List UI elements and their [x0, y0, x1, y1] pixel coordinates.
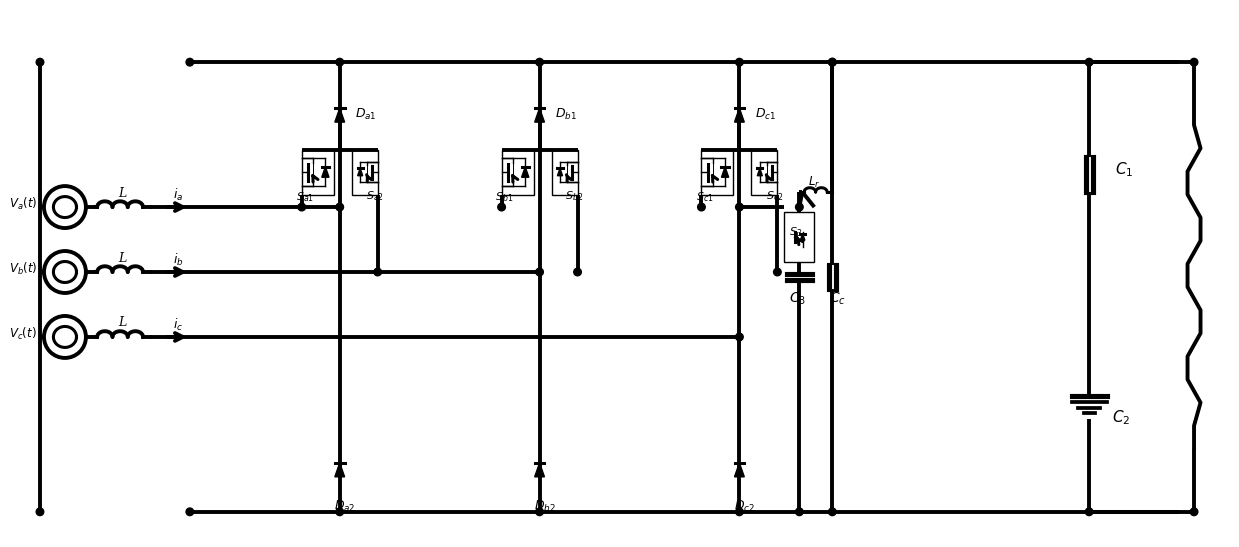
Text: $S_{c2}$: $S_{c2}$ — [766, 189, 783, 203]
Text: $D_{a2}$: $D_{a2}$ — [335, 499, 356, 514]
Circle shape — [36, 508, 43, 516]
Circle shape — [736, 333, 743, 341]
Circle shape — [1191, 59, 1198, 66]
Text: $D_{b1}$: $D_{b1}$ — [555, 107, 576, 121]
Text: $C_c$: $C_c$ — [829, 291, 846, 307]
Circle shape — [736, 59, 743, 66]
Circle shape — [736, 508, 743, 516]
Circle shape — [574, 268, 581, 276]
Polygon shape — [800, 234, 805, 240]
Polygon shape — [535, 463, 544, 477]
Polygon shape — [335, 108, 344, 122]
Text: $C_3$: $C_3$ — [789, 291, 805, 307]
Bar — [551, 149, 577, 195]
Circle shape — [535, 268, 544, 276]
Circle shape — [736, 203, 743, 211]
Circle shape — [186, 59, 193, 66]
Text: $S_{c1}$: $S_{c1}$ — [695, 190, 714, 204]
Polygon shape — [735, 463, 745, 477]
Polygon shape — [558, 168, 563, 176]
Text: $i_a$: $i_a$ — [172, 187, 183, 203]
Circle shape — [1085, 59, 1093, 66]
Text: $D_{b2}$: $D_{b2}$ — [534, 499, 555, 514]
Bar — [751, 149, 777, 195]
Text: $S_{a1}$: $S_{a1}$ — [296, 190, 313, 204]
Text: $C_1$: $C_1$ — [1115, 160, 1134, 179]
Text: $V_b(t)$: $V_b(t)$ — [9, 261, 37, 277]
Text: $D_{a1}$: $D_{a1}$ — [354, 107, 377, 121]
Circle shape — [773, 268, 781, 276]
Circle shape — [336, 508, 343, 516]
Polygon shape — [721, 167, 729, 177]
Circle shape — [829, 59, 836, 66]
Text: $i_c$: $i_c$ — [172, 317, 183, 333]
Circle shape — [1085, 508, 1093, 516]
Bar — [784, 212, 814, 262]
Text: L: L — [118, 187, 126, 200]
Text: $V_c(t)$: $V_c(t)$ — [9, 326, 37, 342]
Text: L: L — [118, 252, 126, 265]
Circle shape — [829, 59, 836, 66]
Text: $L_r$: $L_r$ — [808, 174, 820, 190]
Circle shape — [498, 203, 506, 211]
Text: $S_{a2}$: $S_{a2}$ — [366, 189, 384, 203]
Polygon shape — [358, 168, 363, 176]
Text: $i_b$: $i_b$ — [172, 252, 183, 268]
Polygon shape — [735, 108, 745, 122]
Text: $V_a(t)$: $V_a(t)$ — [9, 196, 37, 212]
Polygon shape — [335, 463, 344, 477]
Circle shape — [535, 59, 544, 66]
Circle shape — [186, 508, 193, 516]
Text: L: L — [118, 317, 126, 329]
Circle shape — [336, 59, 343, 66]
Text: $S_{b1}$: $S_{b1}$ — [496, 190, 514, 204]
Circle shape — [795, 508, 803, 516]
Circle shape — [1191, 508, 1198, 516]
Polygon shape — [322, 167, 330, 177]
Polygon shape — [522, 167, 529, 177]
Circle shape — [535, 508, 544, 516]
Circle shape — [336, 203, 343, 211]
Text: $C_2$: $C_2$ — [1111, 408, 1130, 427]
Circle shape — [829, 508, 836, 516]
Circle shape — [36, 59, 43, 66]
Bar — [352, 149, 378, 195]
Text: $S_{b2}$: $S_{b2}$ — [565, 189, 584, 203]
Bar — [502, 149, 534, 195]
Text: $S_3$: $S_3$ — [789, 225, 802, 239]
Polygon shape — [757, 168, 762, 176]
Text: $D_{c1}$: $D_{c1}$ — [755, 107, 776, 121]
Circle shape — [297, 203, 306, 211]
Bar — [701, 149, 733, 195]
Circle shape — [795, 203, 803, 211]
Circle shape — [698, 203, 705, 211]
Bar — [302, 149, 333, 195]
Text: $D_{c2}$: $D_{c2}$ — [733, 499, 755, 514]
Circle shape — [374, 268, 382, 276]
Polygon shape — [535, 108, 544, 122]
